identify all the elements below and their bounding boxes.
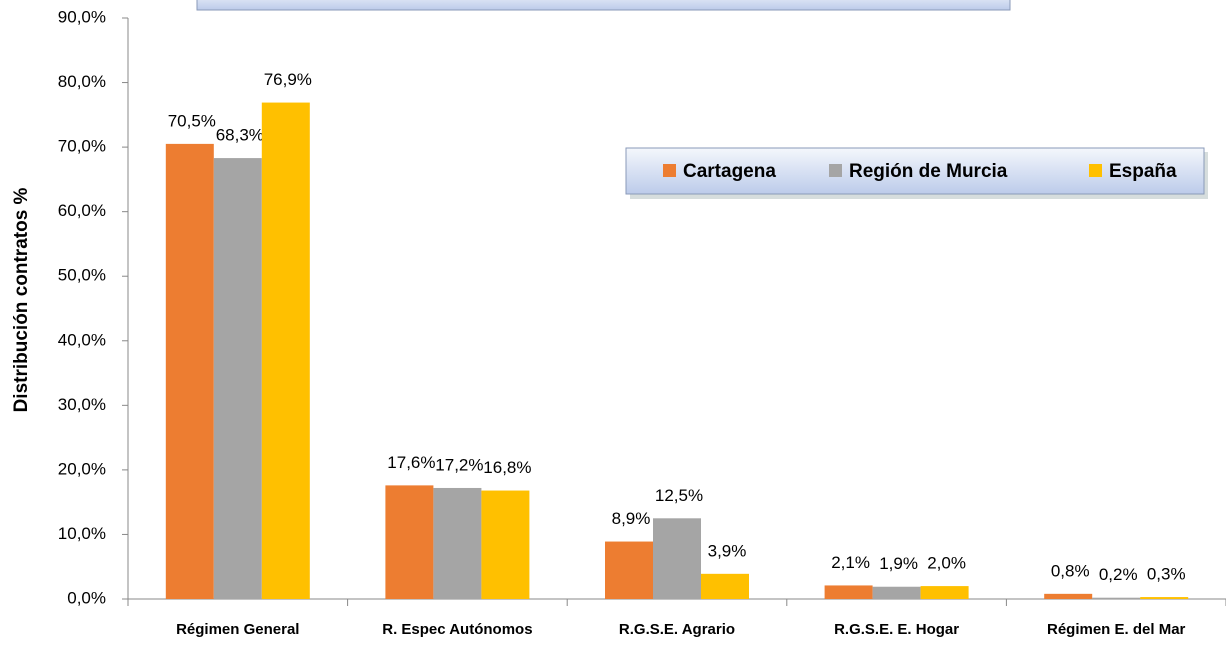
y-tick-label: 80,0% bbox=[58, 72, 106, 91]
legend-label: Región de Murcia bbox=[849, 161, 1008, 182]
y-tick-label: 50,0% bbox=[58, 266, 106, 285]
y-tick-label: 0,0% bbox=[67, 588, 106, 607]
bar bbox=[1092, 597, 1141, 599]
legend-swatch bbox=[829, 164, 842, 177]
value-label: 76,9% bbox=[264, 70, 312, 89]
bar bbox=[920, 586, 969, 599]
bar bbox=[1044, 593, 1093, 599]
y-tick-label: 40,0% bbox=[58, 330, 106, 349]
value-label: 8,9% bbox=[612, 509, 651, 528]
bar bbox=[385, 485, 434, 599]
bar bbox=[261, 102, 310, 599]
value-label: 1,9% bbox=[879, 554, 918, 573]
bar bbox=[1140, 597, 1189, 599]
value-label: 2,1% bbox=[831, 553, 870, 572]
legend-label: España bbox=[1109, 161, 1177, 182]
value-label: 3,9% bbox=[708, 541, 747, 560]
value-label: 17,6% bbox=[387, 453, 435, 472]
value-label: 2,0% bbox=[927, 554, 966, 573]
value-label: 0,2% bbox=[1099, 565, 1138, 584]
value-label: 68,3% bbox=[216, 126, 264, 145]
y-tick-label: 30,0% bbox=[58, 395, 106, 414]
bar bbox=[481, 490, 530, 599]
bar bbox=[701, 573, 749, 599]
x-tick-label: R.G.S.E. E. Hogar bbox=[834, 621, 959, 638]
value-label: 17,2% bbox=[435, 455, 483, 474]
y-tick-label: 60,0% bbox=[58, 201, 106, 220]
bar bbox=[605, 541, 653, 599]
bar bbox=[433, 487, 482, 599]
bar bbox=[213, 158, 262, 599]
y-tick-label: 70,0% bbox=[58, 137, 106, 156]
value-label: 12,5% bbox=[655, 486, 703, 505]
bar bbox=[824, 585, 873, 599]
x-tick-label: Régimen General bbox=[176, 621, 299, 638]
value-label: 16,8% bbox=[483, 458, 531, 477]
bar bbox=[653, 518, 701, 599]
x-tick-label: R. Espec Autónomos bbox=[382, 621, 532, 638]
y-tick-label: 10,0% bbox=[58, 524, 106, 543]
legend: Cartagena Región de Murcia España bbox=[625, 147, 1208, 199]
bar bbox=[165, 143, 214, 599]
y-tick-label: 90,0% bbox=[58, 7, 106, 26]
title-box bbox=[196, 0, 1011, 11]
legend-swatch bbox=[663, 164, 676, 177]
x-tick-label: R.G.S.E. Agrario bbox=[619, 621, 735, 638]
legend-label: Cartagena bbox=[683, 161, 776, 182]
bar bbox=[872, 586, 921, 599]
value-label: 0,8% bbox=[1051, 561, 1090, 580]
x-tick-label: Régimen E. del Mar bbox=[1047, 621, 1186, 638]
value-label: 70,5% bbox=[168, 111, 216, 130]
y-axis-label: Distribución contratos % bbox=[11, 187, 32, 412]
value-label: 0,3% bbox=[1147, 565, 1186, 584]
y-tick-label: 20,0% bbox=[58, 459, 106, 478]
legend-swatch bbox=[1089, 164, 1102, 177]
legend-box bbox=[625, 147, 1205, 195]
